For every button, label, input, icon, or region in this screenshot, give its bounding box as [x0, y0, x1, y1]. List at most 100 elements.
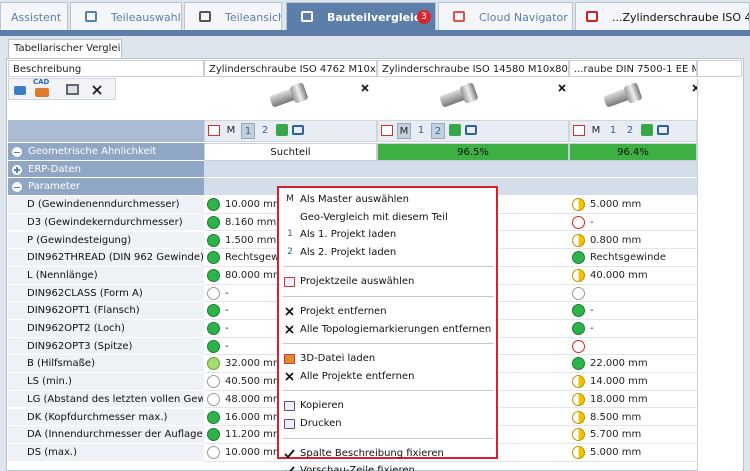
menu-item-icon: 2 — [287, 246, 293, 257]
tab-icon — [85, 11, 97, 22]
menu-item[interactable]: Vorschau-Zeile fixieren — [280, 462, 495, 471]
tab[interactable]: Teileauswahl — [70, 2, 182, 30]
table-icon[interactable] — [208, 125, 220, 136]
tab-icon — [453, 11, 465, 22]
cell-value: - — [225, 340, 229, 352]
close-icon[interactable] — [285, 325, 294, 334]
close-icon[interactable] — [92, 85, 102, 95]
row-label-cell — [8, 249, 204, 267]
menu-item[interactable]: Spalte Beschreibung fixieren — [280, 445, 495, 463]
geo-icon[interactable] — [449, 124, 461, 136]
close-icon[interactable] — [285, 372, 294, 381]
compare-button[interactable]: 2 — [626, 125, 634, 136]
table-icon[interactable] — [381, 125, 393, 136]
tab-label: ...Zylinderschraube ISO 476 — [612, 11, 749, 24]
cell-value: 5.000 mm — [590, 446, 642, 458]
compare-button[interactable]: 1 — [609, 125, 617, 136]
status-icon — [207, 198, 220, 212]
row-label-cell — [8, 284, 204, 303]
column-header: Zylinderschraube ISO 14580 M10x80 — [377, 60, 569, 77]
row-label-cell — [8, 160, 204, 179]
cad-glyph — [35, 88, 49, 97]
compare-button[interactable]: M — [226, 125, 236, 136]
menu-separator — [283, 343, 494, 345]
row-label-cell — [8, 408, 204, 427]
cell-value: 0.800 mm — [590, 234, 642, 246]
folder-icon[interactable] — [14, 86, 26, 95]
menu-item[interactable]: 2 Als 2. Projekt laden — [280, 244, 495, 262]
cell-value: 16.000 mm — [225, 411, 283, 423]
geo-icon[interactable] — [276, 124, 288, 136]
export-icon[interactable] — [657, 125, 669, 135]
tab-label: Teileansicht — [225, 11, 281, 24]
compare-button[interactable]: M — [397, 123, 411, 139]
menu-item[interactable]: 3D-Datei laden — [280, 350, 495, 368]
subtab[interactable]: Tabellarischer Vergleich — [8, 39, 122, 58]
row-label: DS (max.) — [27, 446, 77, 458]
expander-bar — [14, 186, 20, 189]
menu-item-label: Alle Topologiemarkierungen entfernen — [300, 323, 492, 335]
close-icon[interactable] — [361, 84, 369, 92]
similarity-cell: 96.4% — [569, 143, 697, 161]
row-label: DIN962CLASS (Form A) — [27, 287, 143, 299]
tab-label: Bauteilvergleich — [327, 11, 429, 24]
row-label: LS (min.) — [27, 376, 72, 388]
tab[interactable]: Bauteilvergleich 3 — [286, 2, 436, 30]
menu-item[interactable]: Alle Projekte entfernen — [280, 368, 495, 386]
row-label-cell — [8, 390, 204, 409]
menu-item[interactable]: Projekt entfernen — [280, 303, 495, 321]
row-label-cell — [8, 231, 204, 250]
compare-button[interactable]: 2 — [431, 123, 445, 139]
tab-icon — [586, 11, 598, 22]
status-icon — [572, 339, 585, 353]
similarity-cell: 96.5% — [377, 143, 569, 161]
group-label: Geometrische Ähnlichkeit — [28, 146, 157, 157]
row-label-cell — [8, 373, 204, 391]
menu-item[interactable]: Drucken — [280, 415, 495, 433]
menu-item-label: Projektzeile auswählen — [300, 276, 415, 288]
row-label-cell — [8, 355, 204, 374]
status-icon — [572, 410, 585, 424]
cell-value: 40.500 mm — [225, 376, 283, 388]
compare-button[interactable]: 1 — [241, 123, 255, 139]
menu-glyph — [284, 419, 295, 429]
cad-icon[interactable]: CAD — [33, 78, 50, 86]
cell-value: Rechtsgewinde — [590, 252, 666, 264]
export-icon[interactable] — [292, 125, 304, 135]
cell-value: 5.700 mm — [590, 429, 642, 441]
close-icon[interactable] — [558, 84, 566, 92]
group-label: Parameter — [28, 181, 81, 193]
check-icon — [284, 466, 295, 471]
geo-icon[interactable] — [641, 124, 653, 136]
menu-item-label: Kopieren — [300, 400, 344, 412]
tab[interactable]: Teileansicht — [184, 2, 282, 30]
row-label: P (Gewindesteigung) — [27, 234, 132, 246]
cell-value: - — [590, 323, 594, 334]
close-icon[interactable] — [285, 307, 294, 316]
menu-separator — [283, 390, 494, 392]
menu-item[interactable]: Projektzeile auswählen — [280, 273, 495, 291]
check-glyph — [285, 466, 295, 471]
print-icon[interactable] — [66, 84, 79, 95]
cell-value: 10.000 mm — [225, 199, 283, 211]
compare-button[interactable]: 1 — [417, 125, 425, 136]
menu-item[interactable]: Alle Topologiemarkierungen entfernen — [280, 321, 495, 339]
export-icon[interactable] — [465, 125, 477, 135]
compare-button[interactable]: 2 — [261, 125, 269, 136]
menu-item[interactable]: Geo-Vergleich mit diesem Teil — [280, 209, 495, 227]
tab[interactable]: ...Zylinderschraube ISO 476 — [575, 2, 750, 30]
tab[interactable]: Cloud Navigator — [438, 2, 573, 30]
row-label-cell — [8, 196, 204, 214]
menu-item-label: Vorschau-Zeile fixieren — [300, 465, 415, 471]
menu-item[interactable]: Kopieren — [280, 397, 495, 415]
row-label: B (Hilfsmaße) — [27, 358, 95, 370]
cell-value: 8.500 mm — [590, 411, 642, 423]
menu-item[interactable]: M Als Master auswählen — [280, 191, 495, 209]
compare-button[interactable]: M — [591, 125, 601, 136]
menu-item-label: Geo-Vergleich mit diesem Teil — [300, 211, 448, 223]
status-icon — [572, 357, 585, 371]
menu-item[interactable]: 1 Als 1. Projekt laden — [280, 226, 495, 244]
table-icon[interactable] — [573, 125, 585, 136]
tab[interactable]: Assistent — [0, 2, 68, 30]
status-icon — [572, 375, 585, 389]
